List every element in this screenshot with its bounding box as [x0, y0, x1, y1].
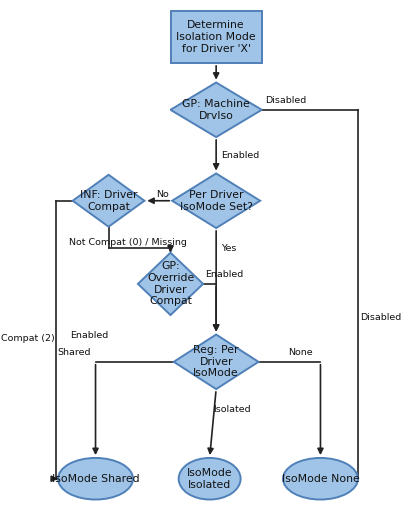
Text: IsoMode
Isolated: IsoMode Isolated	[187, 468, 233, 490]
Polygon shape	[174, 334, 258, 389]
Polygon shape	[138, 253, 203, 315]
Text: IsoMode Shared: IsoMode Shared	[52, 474, 139, 483]
Text: Disabled: Disabled	[361, 313, 402, 322]
Text: Not Compat (0) / Missing: Not Compat (0) / Missing	[69, 238, 187, 247]
Text: Determine
Isolation Mode
for Driver 'X': Determine Isolation Mode for Driver 'X'	[177, 20, 256, 54]
Polygon shape	[73, 175, 144, 227]
Text: Shared: Shared	[58, 348, 91, 357]
Text: Enabled: Enabled	[205, 270, 243, 279]
Text: INF: Driver
Compat: INF: Driver Compat	[80, 190, 137, 212]
Text: GP: Machine
DrvIso: GP: Machine DrvIso	[182, 99, 250, 121]
Text: Reg: Per
Driver
IsoMode: Reg: Per Driver IsoMode	[193, 345, 239, 378]
Polygon shape	[170, 82, 262, 137]
Text: Compat (2): Compat (2)	[1, 334, 55, 343]
Polygon shape	[172, 173, 260, 228]
Ellipse shape	[283, 458, 358, 500]
Text: No: No	[156, 190, 169, 199]
Ellipse shape	[58, 458, 133, 500]
Text: IsoMode None: IsoMode None	[282, 474, 359, 483]
Ellipse shape	[179, 458, 241, 500]
Text: None: None	[289, 348, 313, 357]
Text: Enabled: Enabled	[221, 151, 259, 160]
Text: Yes: Yes	[221, 244, 237, 253]
Text: Per Driver
IsoMode Set?: Per Driver IsoMode Set?	[180, 190, 253, 212]
Text: GP:
Override
Driver
Compat: GP: Override Driver Compat	[147, 262, 194, 306]
Text: Isolated: Isolated	[213, 405, 251, 414]
Text: Disabled: Disabled	[265, 96, 306, 105]
FancyBboxPatch shape	[170, 11, 262, 63]
Text: Enabled: Enabled	[70, 331, 108, 340]
